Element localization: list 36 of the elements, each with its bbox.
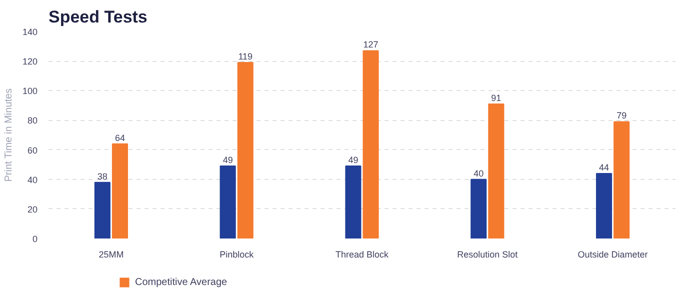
data-label: 49 [348, 155, 358, 166]
bar [237, 62, 254, 238]
x-tick-label: Outside Diameter [578, 250, 648, 260]
bar [220, 166, 236, 238]
y-tick-label: 0 [32, 234, 38, 244]
bar [596, 172, 612, 238]
y-tick-label: 60 [27, 145, 38, 156]
x-tick-label: Resolution Slot [457, 250, 518, 260]
chart-title: Speed Tests [48, 8, 148, 26]
bar [112, 143, 128, 238]
y-tick-label: 20 [27, 204, 38, 214]
data-label: 91 [491, 92, 502, 103]
legend-label: Competitive Average [135, 276, 228, 288]
y-tick-label: 80 [27, 116, 38, 126]
y-tick-label: 120 [22, 56, 38, 67]
data-label: 40 [474, 168, 484, 178]
y-tick-label: 40 [27, 174, 38, 185]
bar [470, 178, 487, 238]
bar [614, 121, 630, 238]
bar [94, 182, 110, 238]
data-label: 44 [599, 162, 610, 172]
bar [362, 50, 379, 238]
x-tick-label: Pinblock [220, 250, 254, 260]
data-label: 64 [114, 132, 125, 143]
data-label: 127 [363, 40, 378, 50]
y-axis-title: Print Time in Minutes [3, 88, 14, 182]
x-tick-label: 25MM [98, 250, 124, 260]
bar [345, 166, 362, 238]
data-label: 79 [616, 110, 627, 121]
data-label: 119 [238, 52, 253, 62]
x-tick-label: Thread Block [335, 250, 390, 260]
y-tick-label: 100 [22, 86, 38, 96]
bar [488, 103, 504, 238]
y-tick-label: 140 [22, 27, 38, 37]
data-label: 49 [222, 155, 233, 166]
data-label: 38 [97, 171, 108, 182]
